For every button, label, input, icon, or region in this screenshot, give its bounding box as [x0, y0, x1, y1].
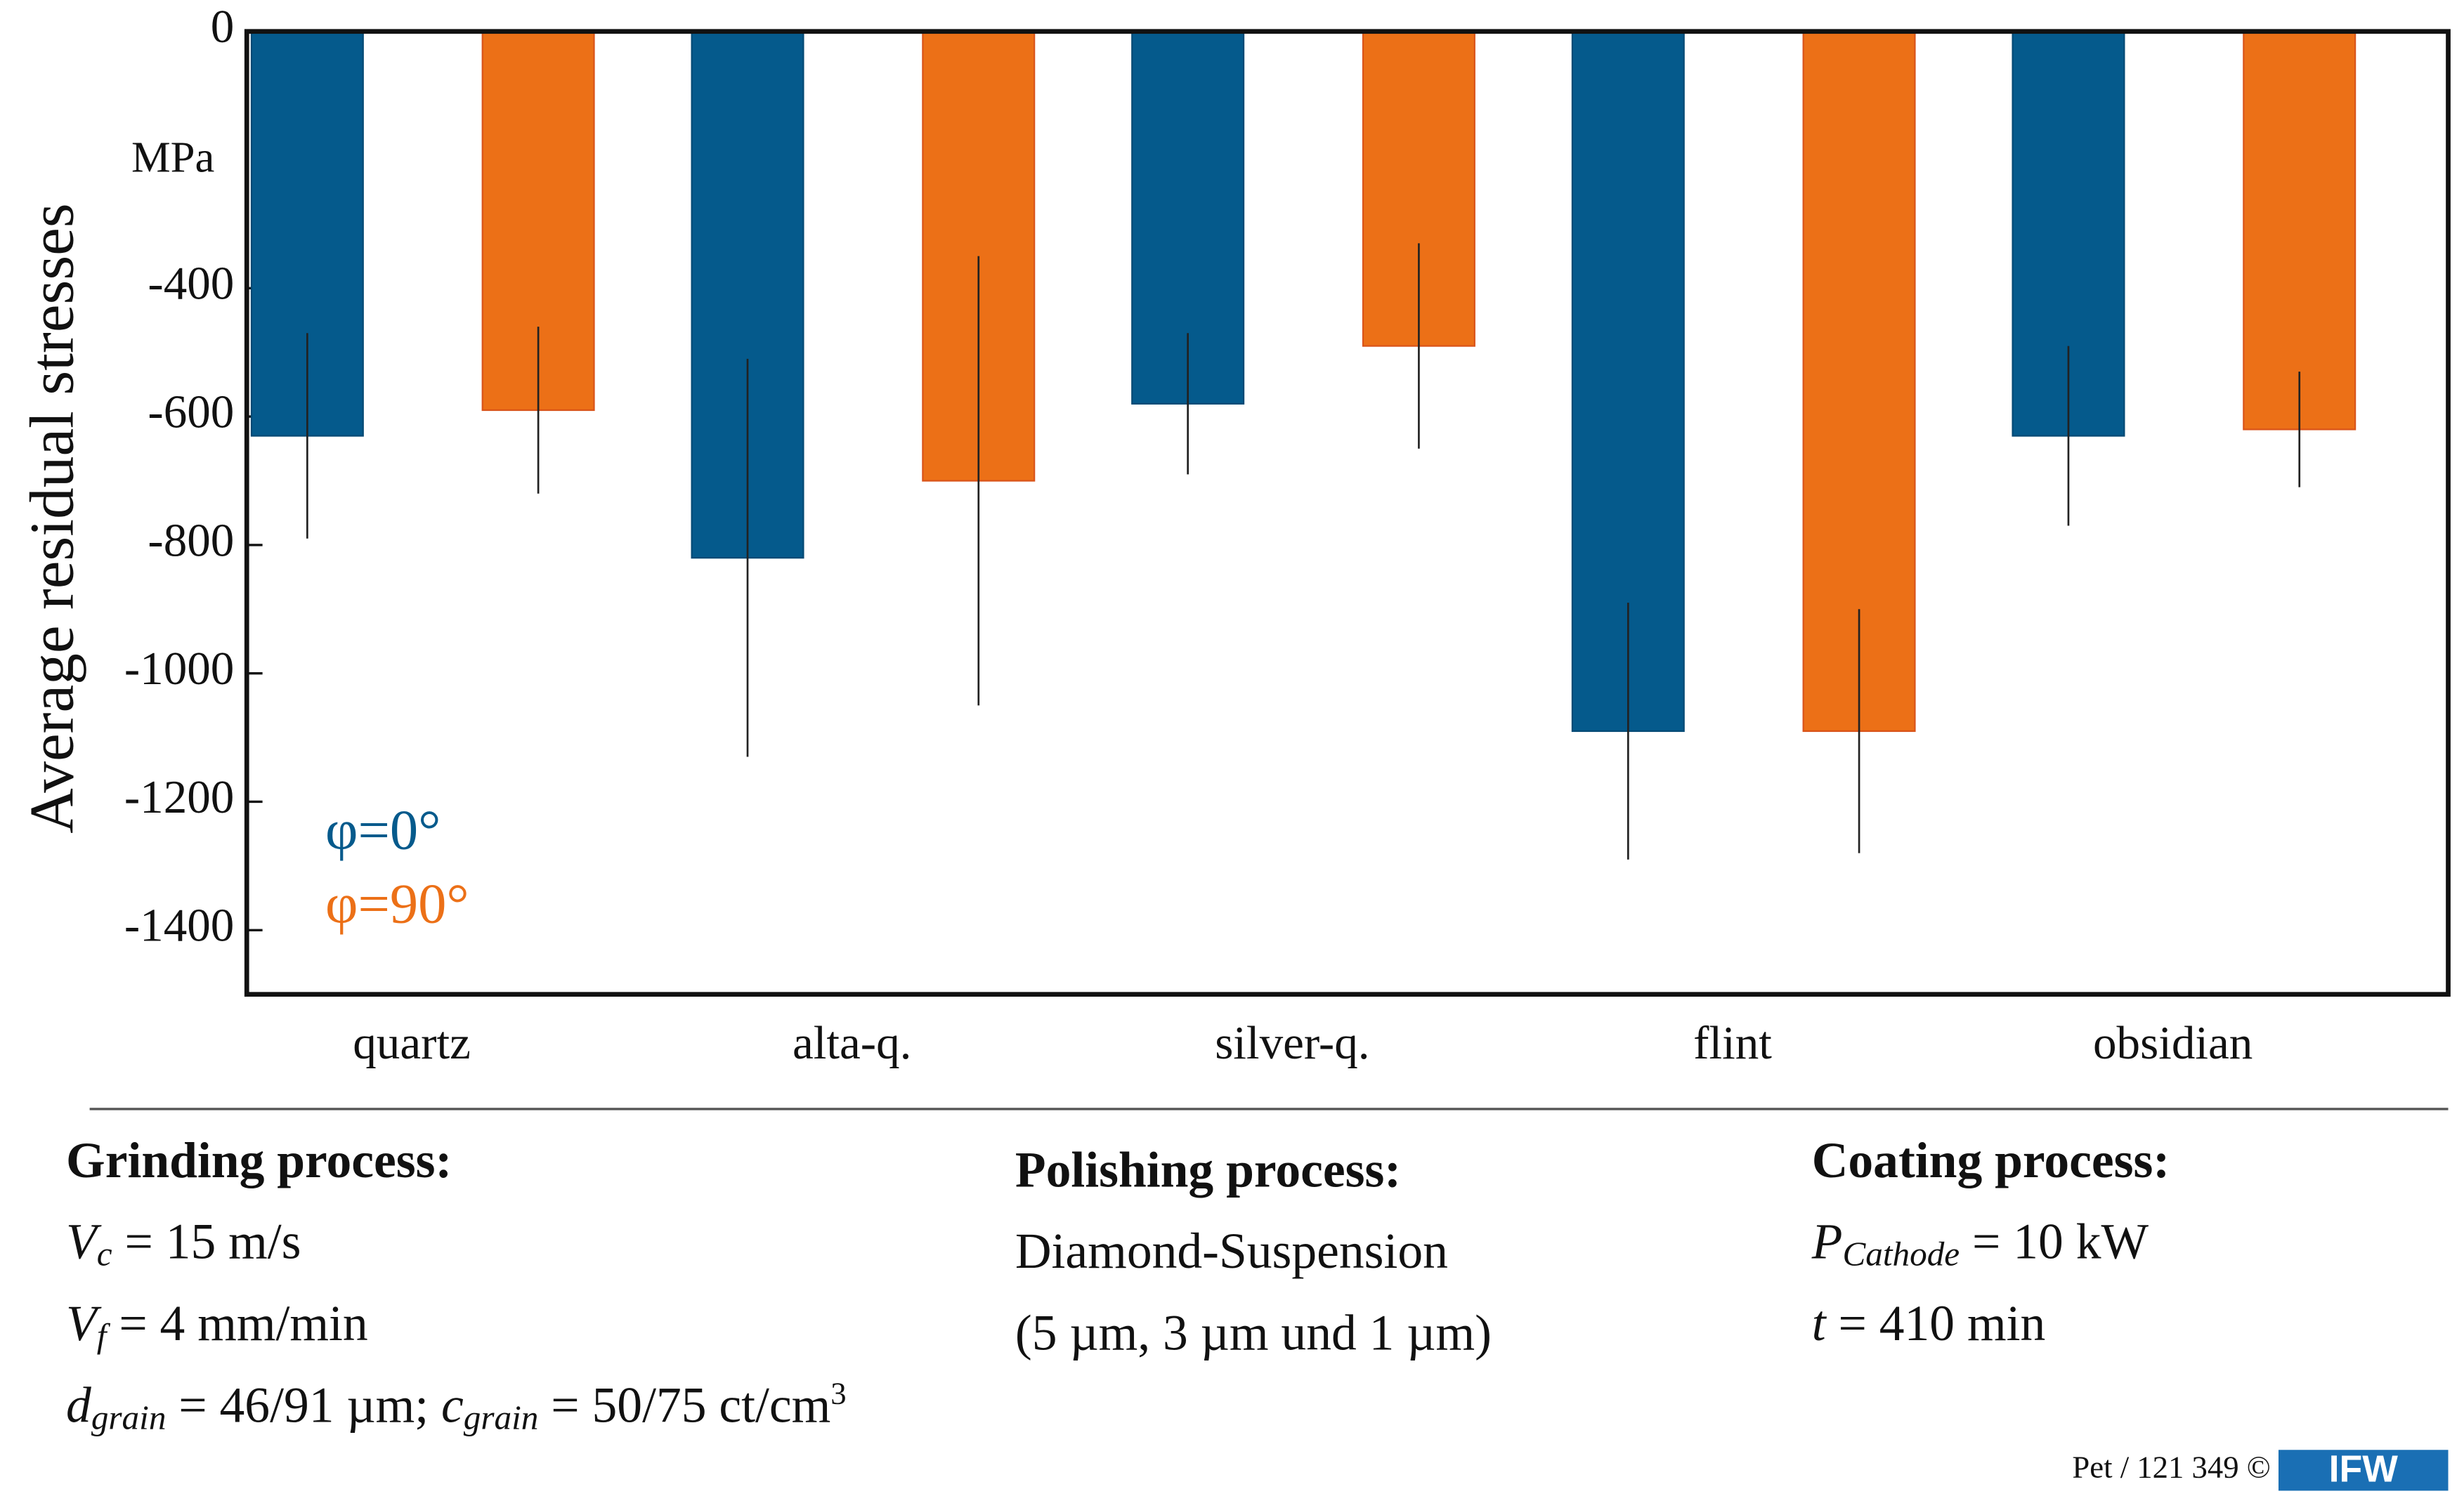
footer-reference: Pet / 121 349 ©: [2072, 1450, 2270, 1485]
y-tick-label: -1000: [124, 642, 235, 695]
legend-entry: φ=0°: [325, 799, 441, 861]
logo-box: [2278, 1450, 2449, 1491]
process-line: Vf = 4 mm/min: [66, 1296, 368, 1355]
x-tick-label: alta-q.: [793, 1016, 911, 1069]
x-tick-label: quartz: [353, 1016, 471, 1069]
process-text: c: [441, 1378, 464, 1434]
process-text: d: [66, 1378, 91, 1434]
process-text: = 4 mm/min: [106, 1296, 367, 1351]
process-title: Grinding process:: [66, 1133, 452, 1188]
process-text: V: [66, 1214, 102, 1270]
process-text: = 410 min: [1826, 1296, 2046, 1351]
process-text: Cathode: [1842, 1235, 1960, 1273]
process-text: = 50/75 ct/cm: [538, 1378, 830, 1434]
process-line: PCathode = 10 kW: [1811, 1214, 2149, 1273]
y-tick-label: 0: [211, 0, 235, 53]
y-tick-label: -800: [148, 513, 234, 566]
process-text: = 15 m/s: [112, 1214, 301, 1270]
y-unit: MPa: [131, 133, 214, 182]
y-tick-label: -400: [148, 257, 234, 310]
y-axis-label: Average residual stresses: [17, 203, 86, 833]
process-line: Vc = 15 m/s: [66, 1214, 301, 1273]
process-text: 3: [830, 1375, 846, 1410]
process-text: grain: [91, 1398, 167, 1436]
process-title: Polishing process:: [1015, 1142, 1401, 1198]
process-text: = 10 kW: [1960, 1214, 2149, 1270]
x-tick-label: obsidian: [2093, 1016, 2253, 1069]
logo: IFW: [2329, 1448, 2399, 1490]
process-text: (5 µm, 3 µm und 1 µm): [1015, 1306, 1492, 1361]
process-line: t = 410 min: [1812, 1296, 2046, 1351]
bar: [2243, 30, 2357, 431]
y-tick-label: -1200: [124, 771, 235, 823]
x-tick-label: silver-q.: [1215, 1016, 1369, 1069]
process-line: (5 µm, 3 µm und 1 µm): [1015, 1306, 1492, 1361]
process-text: grain: [464, 1398, 539, 1436]
process-title: Coating process:: [1812, 1133, 2170, 1188]
legend-entry: φ=90°: [325, 872, 469, 935]
process-text: c: [97, 1235, 112, 1273]
process-line: Diamond-Suspension: [1015, 1224, 1448, 1280]
plot-frame: [244, 29, 2451, 997]
process-line: dgrain = 46/91 µm; cgrain = 50/75 ct/cm3: [66, 1375, 847, 1436]
process-text: V: [66, 1296, 102, 1351]
process-text: t: [1812, 1296, 1827, 1351]
process-text: P: [1811, 1214, 1843, 1270]
y-tick-label: -1400: [124, 899, 235, 952]
x-tick-label: flint: [1693, 1016, 1772, 1069]
process-text: Diamond-Suspension: [1015, 1224, 1448, 1280]
y-tick-label: -600: [148, 385, 234, 438]
process-text: = 46/91 µm;: [166, 1378, 441, 1434]
